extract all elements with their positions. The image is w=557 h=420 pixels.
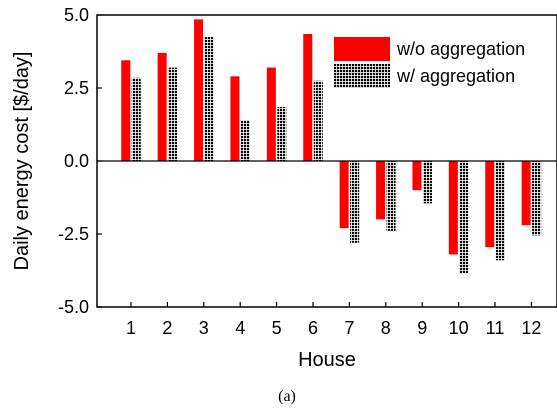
y-tick-label: -5.0 [58,297,89,317]
figure-caption: (a) [278,388,296,405]
legend-label-with-aggregation: w/ aggregation [396,66,515,86]
x-axis-title: House [298,349,356,371]
bar-without-aggregation-house-6 [303,33,313,162]
bar-with-aggregation-house-8 [386,161,396,232]
bar-with-aggregation-house-5 [277,106,287,161]
bar-without-aggregation-house-4 [230,76,240,161]
bar-with-aggregation-house-9 [422,161,432,204]
bar-without-aggregation-house-8 [376,161,386,220]
bar-without-aggregation-house-2 [157,52,167,161]
bar-without-aggregation-house-12 [521,161,531,226]
bar-with-aggregation-house-4 [240,120,250,161]
x-tick-label: 8 [381,318,391,338]
x-tick-label: 12 [521,318,541,338]
x-axis: 1 2 3 4 5 6 7 8 9 10 11 12 [126,302,541,338]
bars-layer [121,19,542,274]
y-tick-label: 0.0 [64,151,89,171]
bar-without-aggregation-house-5 [266,67,276,161]
bar-with-aggregation-house-11 [495,161,505,261]
bar-without-aggregation-house-10 [448,161,458,255]
x-tick-label: 10 [449,318,469,338]
bar-with-aggregation-house-1 [131,77,141,161]
bar-without-aggregation-house-3 [194,19,204,161]
x-tick-label: 9 [417,318,427,338]
x-tick-label: 6 [308,318,318,338]
bar-with-aggregation-house-2 [168,67,178,161]
x-tick-label: 1 [126,318,136,338]
legend-swatch-without-aggregation [334,37,390,61]
legend-swatch-with-aggregation [334,64,390,88]
legend: w/o aggregation w/ aggregation [334,37,525,88]
bar-with-aggregation-house-3 [204,36,214,161]
bar-without-aggregation-house-9 [412,161,422,191]
bar-without-aggregation-house-1 [121,60,131,162]
bar-with-aggregation-house-7 [350,161,360,243]
bar-without-aggregation-house-7 [339,161,349,229]
y-tick-label: -2.5 [58,224,89,244]
y-axis: -5.0 -2.5 0.0 2.5 5.0 [58,5,102,317]
bar-with-aggregation-house-12 [532,161,542,236]
legend-label-without-aggregation: w/o aggregation [396,39,525,59]
x-tick-label: 7 [344,318,354,338]
y-tick-label: 2.5 [64,78,89,98]
x-tick-label: 3 [199,318,209,338]
x-tick-label: 4 [235,318,245,338]
y-tick-label: 5.0 [64,5,89,25]
bar-with-aggregation-house-10 [459,161,469,274]
x-tick-label: 11 [486,318,505,338]
bar-without-aggregation-house-11 [485,161,495,248]
y-axis-title: Daily energy cost [$/day] [11,52,33,271]
x-tick-label: 2 [162,318,172,338]
bar-with-aggregation-house-6 [313,80,323,161]
x-tick-label: 5 [272,318,282,338]
